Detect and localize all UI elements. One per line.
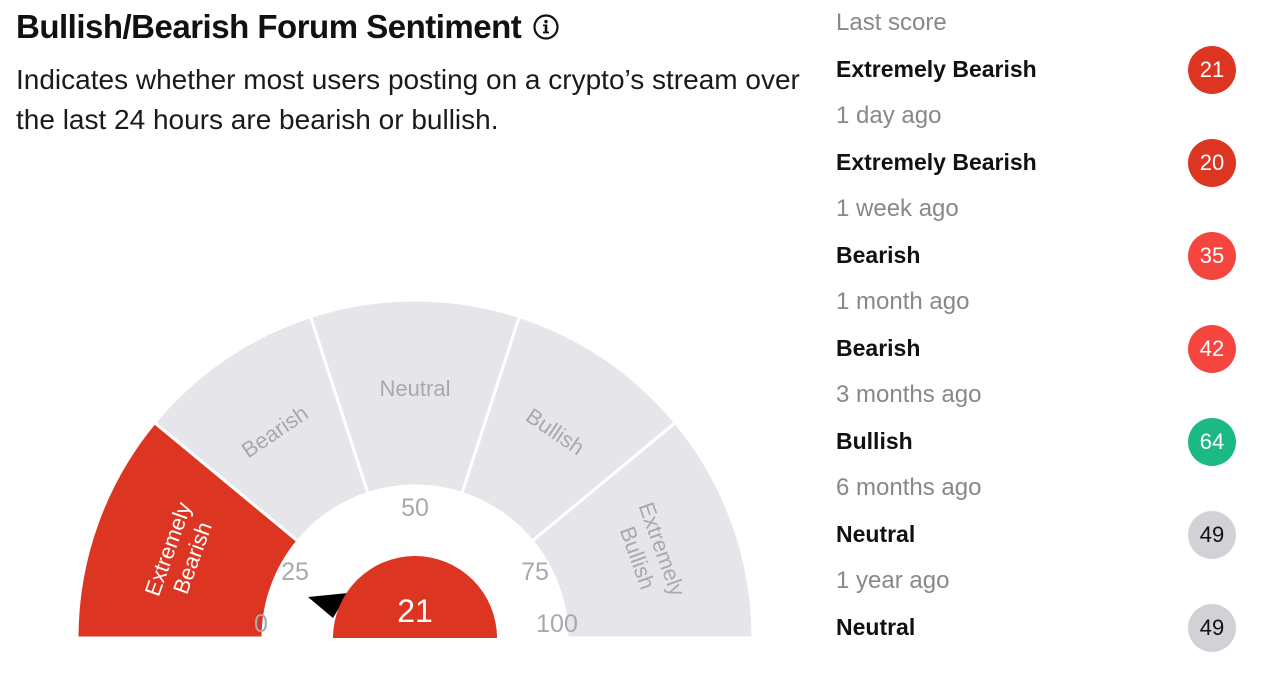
history-label: Neutral: [836, 521, 916, 547]
score-badge: 49: [1188, 603, 1236, 652]
page-title: Bullish/Bearish Forum Sentiment: [16, 8, 559, 46]
gauge-value: 21: [397, 593, 433, 629]
score-badge: 42: [1188, 324, 1236, 373]
description: Indicates whether most users posting on …: [16, 64, 800, 135]
score-badge: 64: [1188, 417, 1236, 466]
history-row: Extremely Bearish 21: [836, 45, 1240, 94]
history-time: Last score: [836, 9, 947, 36]
history-row: Bearish 35: [836, 231, 1240, 280]
gauge-tick-label: 75: [521, 558, 549, 586]
gauge-zone-extremely-bearish: [75, 420, 300, 640]
gauge-value-disc: [333, 556, 497, 638]
history-label: Bullish: [836, 428, 913, 454]
history-row: Bullish 64: [836, 417, 1240, 466]
history-label: Bearish: [836, 335, 921, 361]
history-time: 6 months ago: [836, 474, 982, 501]
history-label: Bearish: [836, 242, 921, 268]
history-panel: Last score Extremely Bearish 21 1 day ago Ex…: [836, 0, 1240, 652]
history-time: 3 months ago: [836, 381, 982, 408]
score-badge: 21: [1188, 45, 1236, 94]
history-label: Extremely Bearish: [836, 56, 1037, 82]
gauge-pointer: [308, 593, 348, 618]
history-row: Neutral 49: [836, 510, 1240, 559]
gauge-tick-label: 50: [401, 494, 429, 522]
history-row: Extremely Bearish 20: [836, 138, 1240, 187]
history-label: Extremely Bearish: [836, 149, 1037, 175]
gauge-zone-label: Neutral: [380, 376, 451, 401]
history-row: Neutral 49: [836, 603, 1240, 652]
history-time: 1 year ago: [836, 567, 950, 594]
gauge-tick-label: 0: [254, 610, 268, 638]
score-badge: 35: [1188, 231, 1236, 280]
info-icon[interactable]: [533, 14, 559, 40]
title-text: Bullish/Bearish Forum Sentiment: [16, 8, 522, 45]
gauge-tick-label: 25: [281, 558, 309, 586]
gauge-zone-extremely-bullish: [530, 420, 755, 640]
sentiment-gauge: ExtremelyBearishBearishNeutralBullishExt…: [75, 300, 755, 640]
history-time: 1 week ago: [836, 195, 959, 222]
history-time: 1 month ago: [836, 288, 970, 315]
history-time: 1 day ago: [836, 102, 942, 129]
history-row: Bearish 42: [836, 324, 1240, 373]
history-label: Neutral: [836, 614, 916, 640]
score-badge: 49: [1188, 510, 1236, 559]
gauge-tick-label: 100: [536, 610, 578, 638]
score-badge: 20: [1188, 138, 1236, 187]
